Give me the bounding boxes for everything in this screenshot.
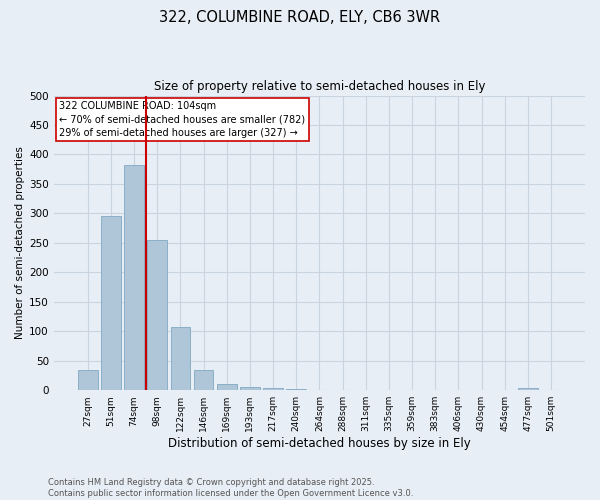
Bar	[263, 388, 283, 390]
Bar	[286, 389, 306, 390]
Text: Contains HM Land Registry data © Crown copyright and database right 2025.
Contai: Contains HM Land Registry data © Crown c…	[48, 478, 413, 498]
Bar	[194, 370, 214, 390]
Bar	[78, 370, 98, 390]
Bar	[240, 386, 260, 390]
Title: Size of property relative to semi-detached houses in Ely: Size of property relative to semi-detach…	[154, 80, 485, 93]
Y-axis label: Number of semi-detached properties: Number of semi-detached properties	[15, 146, 25, 340]
Bar	[148, 240, 167, 390]
Bar	[518, 388, 538, 390]
Text: 322 COLUMBINE ROAD: 104sqm
← 70% of semi-detached houses are smaller (782)
29% o: 322 COLUMBINE ROAD: 104sqm ← 70% of semi…	[59, 102, 305, 138]
Bar	[170, 326, 190, 390]
Bar	[124, 164, 144, 390]
Bar	[217, 384, 236, 390]
X-axis label: Distribution of semi-detached houses by size in Ely: Distribution of semi-detached houses by …	[168, 437, 471, 450]
Bar	[101, 216, 121, 390]
Text: 322, COLUMBINE ROAD, ELY, CB6 3WR: 322, COLUMBINE ROAD, ELY, CB6 3WR	[160, 10, 440, 25]
